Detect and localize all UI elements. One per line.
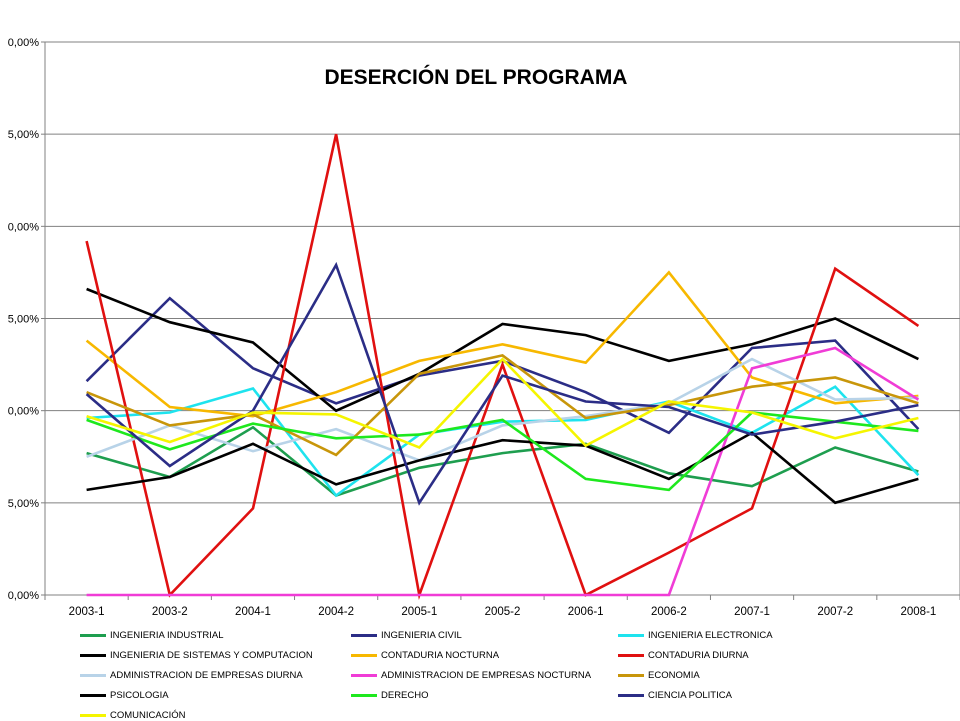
legend-item: INGENIERIA DE SISTEMAS Y COMPUTACION [80,650,313,661]
legend-item: COMUNICACIÓN [80,710,185,721]
chart-title: DESERCIÓN DEL PROGRAMA [325,65,628,89]
y-tick-label: 5,00% [8,129,39,141]
legend-swatch [80,694,106,697]
series-line [86,354,919,457]
legend-swatch [80,634,106,637]
series-line [86,357,919,462]
legend-swatch [80,714,106,717]
legend-swatch [351,634,377,637]
legend-label: CIENCIA POLITICA [648,690,732,701]
legend-swatch [618,694,644,697]
x-tick-label: 2003-1 [69,606,105,618]
legend-swatch [618,654,644,657]
legend-label: CONTADURIA NOCTURNA [381,650,500,661]
x-tick-label: 2005-2 [485,606,521,618]
series-line [86,385,920,498]
x-tick-label: 2004-1 [235,606,271,618]
x-tick-label: 2007-1 [734,606,770,618]
x-tick-label: 2005-1 [401,606,437,618]
legend-swatch [618,674,644,677]
legend-item: CIENCIA POLITICA [618,690,732,701]
y-tick-label: 0,00% [8,590,39,602]
legend-item: INGENIERIA ELECTRONICA [618,630,773,641]
legend-item: CONTADURIA DIURNA [618,650,749,661]
x-axis-ticks: 2003-1 2003-2 2004-1 2004-2 2005-1 2005-2 2006… [44,595,960,618]
line-chart: 0,00% 5,00% 0,00% 5,00% 0,00% 5,00% 0,00% 2003… [8,37,960,618]
legend-item: PSICOLOGIA [80,690,169,701]
y-tick-label: 5,00% [8,498,39,510]
legend-item: INGENIERIA CIVIL [351,630,462,641]
legend-label: INGENIERIA CIVIL [381,630,462,641]
legend-item: DERECHO [351,690,429,701]
legend-item: ADMINISTRACION DE EMPRESAS DIURNA [80,670,303,681]
legend-label: DERECHO [381,690,429,701]
x-tick-label: 2008-1 [901,606,937,618]
legend-label: INGENIERIA ELECTRONICA [648,630,773,641]
legend-label: INGENIERIA DE SISTEMAS Y COMPUTACION [110,650,313,661]
legend-item: ECONOMIA [618,670,700,681]
legend-label: ECONOMIA [648,670,700,681]
legend-swatch [80,654,106,657]
x-tick-label: 2003-2 [152,606,188,618]
series-lines [85,133,920,600]
y-tick-label: 0,00% [8,221,39,233]
x-tick-label: 2004-2 [318,606,354,618]
x-tick-label: 2007-2 [817,606,853,618]
legend-label: ADMINISTRACION DE EMPRESAS NOCTURNA [381,670,592,681]
y-axis-ticks: 0,00% 5,00% 0,00% 5,00% 0,00% 5,00% 0,00% [8,37,45,602]
series-line [86,287,919,413]
y-tick-label: 5,00% [8,314,39,326]
y-tick-label: 0,00% [8,37,39,49]
legend-label: CONTADURIA DIURNA [648,650,749,661]
series-line [85,261,919,506]
legend-label: INGENIERIA INDUSTRIAL [110,630,224,641]
legend-swatch [351,694,377,697]
series-line [86,431,919,505]
series-line [85,133,920,600]
legend-item: INGENIERIA INDUSTRIAL [80,630,224,641]
series-line [85,270,919,418]
series-line [86,346,920,597]
x-tick-label: 2006-2 [651,606,687,618]
legend-item: CONTADURIA NOCTURNA [351,650,499,661]
legend-label: PSICOLOGIA [110,690,169,701]
legend-swatch [80,674,106,677]
x-tick-label: 2006-1 [568,606,604,618]
legend-label: ADMINISTRACION DE EMPRESAS DIURNA [110,670,303,681]
series-line [86,357,919,450]
legend-item: ADMINISTRACION DE EMPRESAS NOCTURNA [351,670,591,681]
legend-label: COMUNICACIÓN [110,710,186,721]
series-line [86,411,919,492]
legend-swatch [351,654,377,657]
legend-swatch [351,674,377,677]
legend-swatch [618,634,644,637]
y-tick-label: 0,00% [8,406,39,418]
